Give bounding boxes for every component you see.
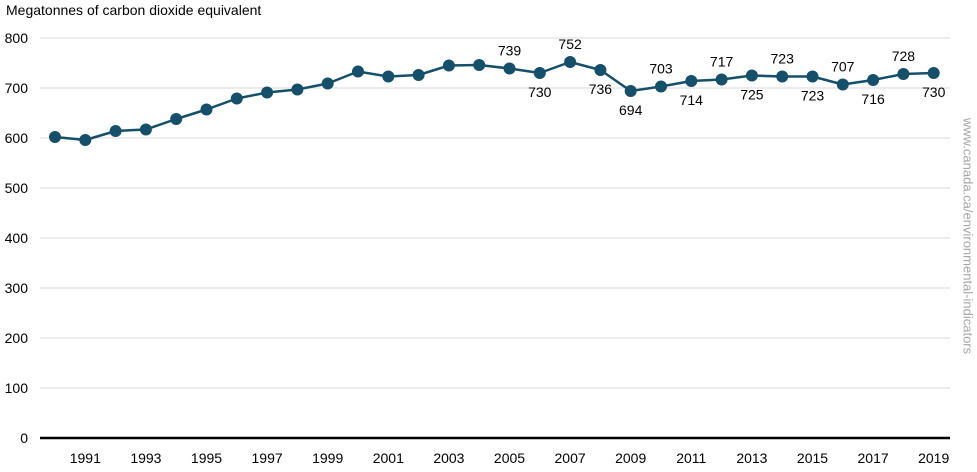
data-label: 694 — [619, 102, 643, 118]
y-tick-label: 100 — [5, 380, 29, 396]
y-tick-label: 700 — [5, 80, 29, 96]
data-point-marker — [533, 67, 546, 79]
data-label: 739 — [498, 43, 522, 59]
data-point-marker — [715, 73, 728, 86]
data-label: 728 — [892, 48, 916, 64]
x-tick-label: 2005 — [494, 450, 525, 466]
data-point-marker — [836, 78, 849, 91]
y-tick-label: 600 — [5, 130, 29, 146]
x-tick-label: 2003 — [433, 450, 464, 466]
x-tick-label: 2019 — [918, 450, 949, 466]
data-point-marker — [624, 85, 637, 97]
data-label: 725 — [740, 87, 764, 103]
data-label: 707 — [831, 59, 855, 75]
data-label: 716 — [861, 91, 885, 107]
x-tick-label: 2017 — [858, 450, 889, 466]
data-label: 723 — [801, 88, 825, 104]
data-point-marker — [382, 70, 395, 83]
data-label: 730 — [528, 84, 552, 100]
data-point-marker — [745, 69, 758, 82]
x-tick-label: 1991 — [70, 450, 101, 466]
data-label: 717 — [710, 54, 734, 70]
x-tick-label: 2007 — [555, 450, 586, 466]
data-point-marker — [291, 83, 304, 96]
data-point-marker — [594, 64, 607, 76]
source-watermark: www.canada.ca/environmental-indicators — [960, 117, 976, 355]
data-point-marker — [200, 103, 213, 116]
data-point-marker — [685, 75, 698, 87]
data-point-marker — [412, 69, 425, 81]
data-label: 736 — [589, 81, 613, 97]
x-tick-label: 2013 — [736, 450, 767, 466]
data-point-marker — [139, 123, 152, 136]
x-tick-label: 1997 — [252, 450, 283, 466]
x-tick-label: 1993 — [130, 450, 161, 466]
y-tick-label: 300 — [5, 280, 29, 296]
x-tick-label: 2015 — [797, 450, 828, 466]
data-point-marker — [352, 65, 364, 78]
x-tick-label: 2011 — [676, 450, 706, 466]
data-point-marker — [473, 59, 486, 71]
data-point-marker — [564, 56, 577, 68]
data-label: 703 — [649, 61, 673, 77]
data-point-marker — [927, 67, 940, 79]
data-point-marker — [897, 68, 910, 80]
x-tick-label: 1995 — [191, 450, 222, 466]
data-point-marker — [109, 125, 122, 137]
data-label: 714 — [680, 92, 704, 108]
y-tick-label: 200 — [5, 330, 29, 346]
y-tick-label: 0 — [20, 430, 28, 446]
data-label: 730 — [922, 84, 946, 100]
y-axis-title: Megatonnes of carbon dioxide equivalent — [6, 2, 262, 18]
x-tick-label: 1999 — [312, 450, 343, 466]
y-tick-label: 500 — [5, 180, 29, 196]
data-point-marker — [806, 70, 819, 83]
y-tick-label: 400 — [5, 230, 29, 246]
data-point-marker — [79, 134, 92, 146]
data-label: 752 — [558, 36, 582, 52]
data-point-marker — [503, 62, 516, 75]
data-point-marker — [321, 77, 334, 90]
y-tick-label: 800 — [5, 30, 29, 46]
data-point-marker — [655, 80, 667, 93]
data-point-marker — [170, 113, 183, 125]
data-point-marker — [442, 59, 455, 72]
data-point-marker — [261, 86, 274, 99]
x-tick-label: 2009 — [615, 450, 646, 466]
data-point-marker — [49, 131, 61, 143]
data-label: 723 — [771, 51, 795, 67]
x-tick-label: 2001 — [373, 450, 404, 466]
data-point-marker — [230, 92, 243, 105]
data-point-marker — [867, 74, 880, 86]
data-point-marker — [776, 70, 789, 83]
